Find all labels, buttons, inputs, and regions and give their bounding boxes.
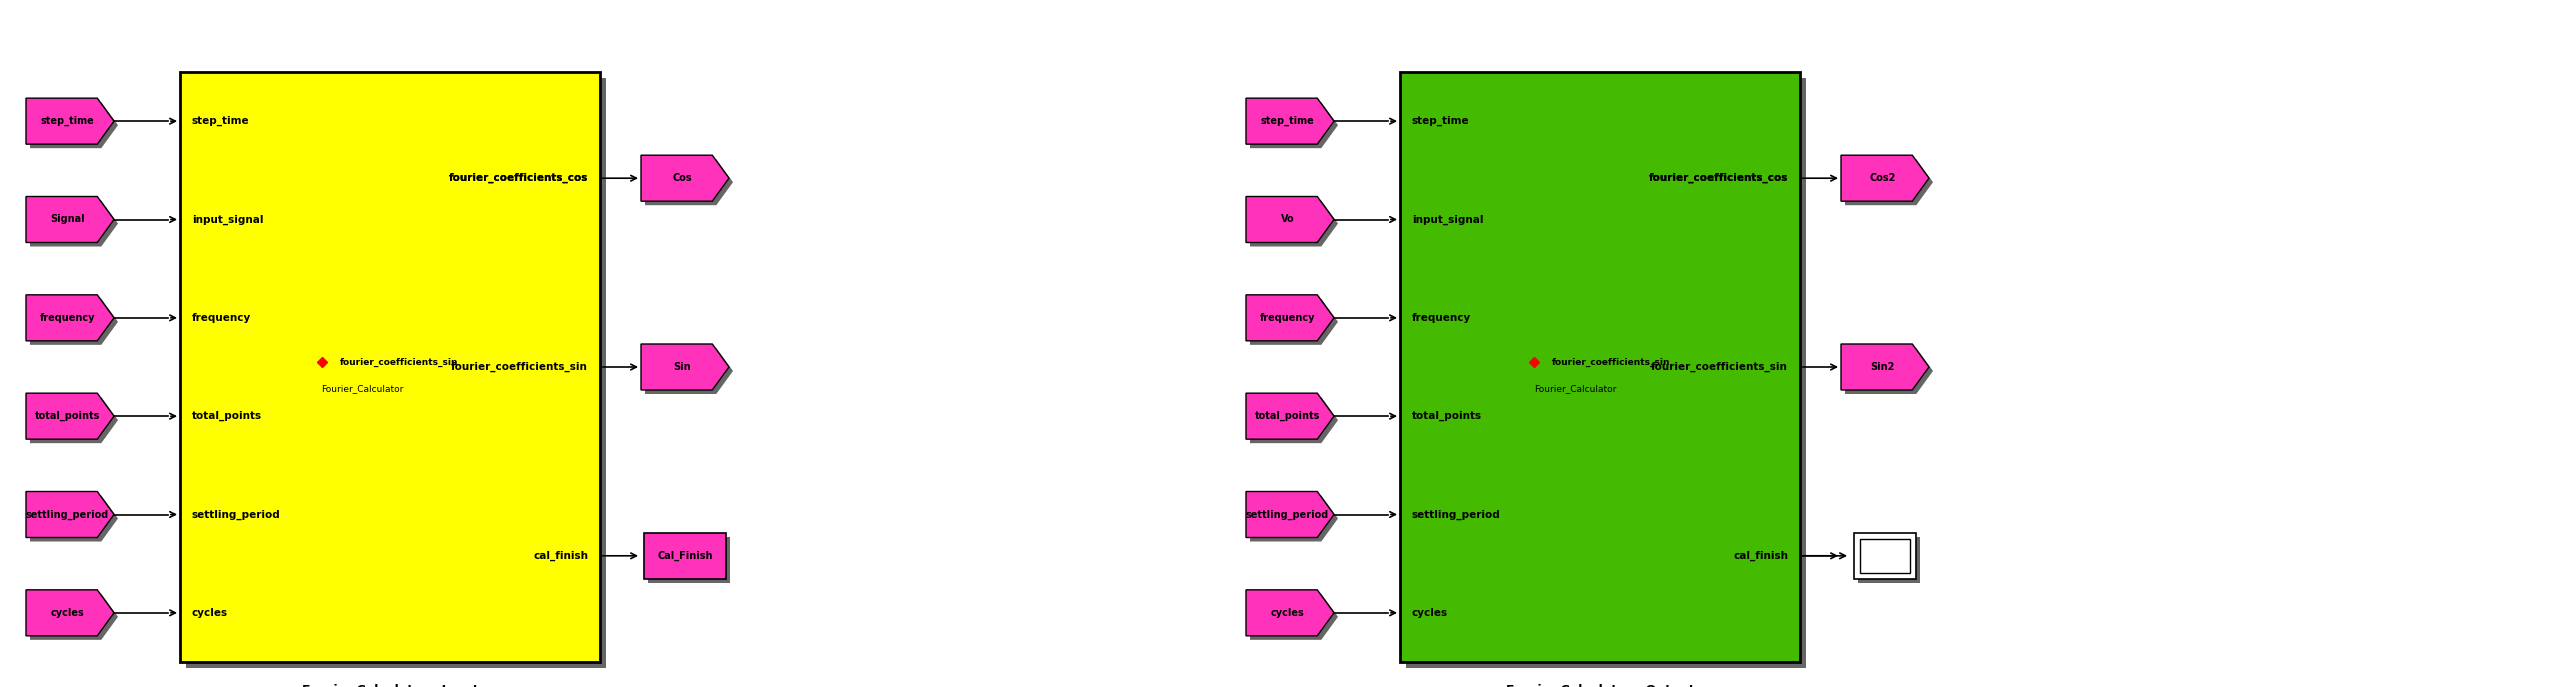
Text: frequency: frequency <box>1260 313 1316 323</box>
Bar <box>645 533 727 579</box>
Text: frequency: frequency <box>1413 313 1472 323</box>
Polygon shape <box>1249 299 1339 345</box>
Polygon shape <box>1249 201 1339 247</box>
Text: Fourier_Calculator: Fourier_Calculator <box>1533 385 1615 394</box>
Polygon shape <box>31 201 118 247</box>
Text: Cos: Cos <box>673 173 691 183</box>
Polygon shape <box>640 344 730 390</box>
Polygon shape <box>1247 393 1334 439</box>
Text: Fourier Calculator - Input: Fourier Calculator - Input <box>302 684 479 687</box>
Polygon shape <box>31 102 118 148</box>
Text: total_points: total_points <box>36 411 100 421</box>
Polygon shape <box>26 590 115 636</box>
Text: Signal: Signal <box>51 214 84 225</box>
Text: step_time: step_time <box>192 116 251 126</box>
Text: frequency: frequency <box>41 313 95 323</box>
Text: step_time: step_time <box>41 116 95 126</box>
Text: Cos2: Cos2 <box>1869 173 1894 183</box>
Text: settling_period: settling_period <box>192 509 282 519</box>
Bar <box>1405 78 1805 668</box>
Polygon shape <box>1247 98 1334 144</box>
Text: cycles: cycles <box>192 608 228 618</box>
Text: fourier_coefficients_sin: fourier_coefficients_sin <box>451 362 589 372</box>
Polygon shape <box>645 348 732 394</box>
Bar <box>648 537 730 583</box>
Text: step_time: step_time <box>1413 116 1469 126</box>
Polygon shape <box>26 98 115 144</box>
Polygon shape <box>31 397 118 443</box>
Polygon shape <box>1846 348 1933 394</box>
Bar <box>1861 539 1910 573</box>
Text: fourier_coefficients_cos: fourier_coefficients_cos <box>448 173 589 183</box>
Bar <box>1853 533 1915 579</box>
Bar <box>187 78 607 668</box>
Polygon shape <box>640 155 730 201</box>
Polygon shape <box>31 495 118 541</box>
Text: cal_finish: cal_finish <box>1733 551 1787 561</box>
Polygon shape <box>31 594 118 640</box>
Text: Fourier Calculator - Output: Fourier Calculator - Output <box>1505 684 1695 687</box>
Text: cycles: cycles <box>51 608 84 618</box>
Text: fourier_coefficients_cos: fourier_coefficients_cos <box>1649 173 1787 183</box>
Polygon shape <box>1249 495 1339 541</box>
Text: fourier_coefficients_sin: fourier_coefficients_sin <box>1651 362 1787 372</box>
Polygon shape <box>26 491 115 537</box>
Polygon shape <box>1841 344 1930 390</box>
Bar <box>1400 72 1800 662</box>
Polygon shape <box>1247 590 1334 636</box>
Text: cycles: cycles <box>1413 608 1449 618</box>
Text: fourier_coefficients_sin: fourier_coefficients_sin <box>1551 357 1672 367</box>
Polygon shape <box>26 393 115 439</box>
Text: input_signal: input_signal <box>192 214 264 225</box>
Text: fourier_coefficients_sin: fourier_coefficients_sin <box>340 357 458 367</box>
Polygon shape <box>26 196 115 243</box>
Text: settling_period: settling_period <box>26 509 110 519</box>
Text: total_points: total_points <box>1254 411 1321 421</box>
Text: cal_finish: cal_finish <box>532 551 589 561</box>
Polygon shape <box>1249 397 1339 443</box>
Polygon shape <box>1249 594 1339 640</box>
Text: fourier_coefficients_cos: fourier_coefficients_cos <box>448 173 589 183</box>
Text: input_signal: input_signal <box>1413 214 1482 225</box>
Polygon shape <box>1846 159 1933 205</box>
Text: frequency: frequency <box>192 313 251 323</box>
Polygon shape <box>1841 155 1930 201</box>
Bar <box>1859 537 1920 583</box>
Text: fourier_coefficients_cos: fourier_coefficients_cos <box>1649 173 1787 183</box>
Polygon shape <box>1249 102 1339 148</box>
Text: Sin: Sin <box>673 362 691 372</box>
Text: total_points: total_points <box>1413 411 1482 421</box>
Text: cycles: cycles <box>1270 608 1306 618</box>
Polygon shape <box>26 295 115 341</box>
Polygon shape <box>1247 196 1334 243</box>
Text: total_points: total_points <box>192 411 261 421</box>
Text: Fourier_Calculator: Fourier_Calculator <box>323 385 404 394</box>
Text: step_time: step_time <box>1260 116 1313 126</box>
Text: settling_period: settling_period <box>1247 509 1329 519</box>
Polygon shape <box>1247 491 1334 537</box>
Text: settling_period: settling_period <box>1413 509 1500 519</box>
Text: Cal_Finish: Cal_Finish <box>658 551 712 561</box>
Bar <box>179 72 599 662</box>
Text: Sin2: Sin2 <box>1871 362 1894 372</box>
Polygon shape <box>645 159 732 205</box>
Polygon shape <box>1247 295 1334 341</box>
Polygon shape <box>31 299 118 345</box>
Text: Vo: Vo <box>1280 214 1295 225</box>
